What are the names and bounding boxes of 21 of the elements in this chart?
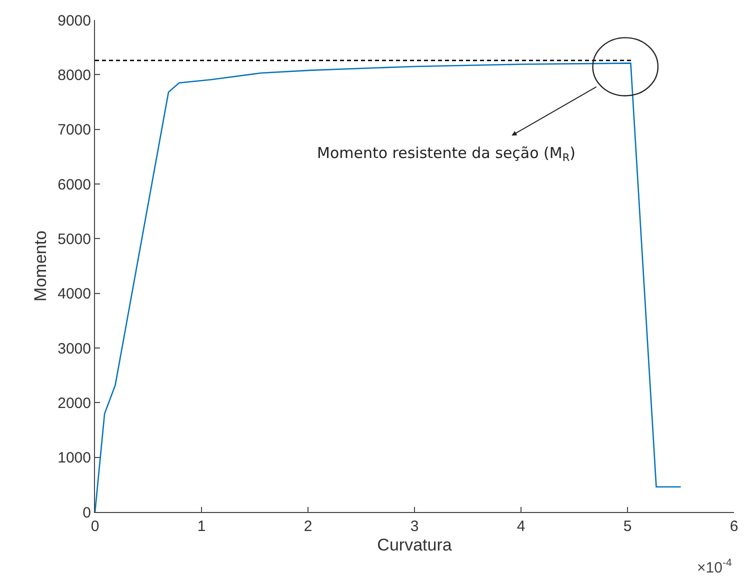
y-tick-label: 7000 — [58, 122, 91, 139]
x-tick-label: 3 — [410, 518, 419, 535]
y-tick-label: 3000 — [58, 340, 91, 358]
x-tick-label: 5 — [623, 518, 632, 535]
y-tick-label: 0 — [82, 504, 91, 522]
y-tick-label: 1000 — [58, 450, 91, 467]
y-axis-title: Momento — [31, 230, 50, 302]
x-tick-label: 6 — [730, 518, 738, 535]
line-series — [95, 62, 682, 512]
x-tick-label: 1 — [197, 518, 206, 535]
text: ×10$^{-4}$ — [697, 557, 732, 576]
y-tick-label: 2000 — [58, 394, 91, 412]
y-tick-label: 9000 — [58, 12, 91, 30]
x-tick-label: 4 — [516, 518, 526, 535]
y-tick-label: 5000 — [58, 230, 91, 248]
x-tick-label: 2 — [304, 518, 312, 535]
x-axis-title: Curvatura — [377, 535, 452, 554]
annotation: Momento resistente da seção (M$_{R}$) — [317, 144, 576, 164]
y-tick-label: 6000 — [58, 176, 91, 194]
y-tick-label: 8000 — [58, 66, 91, 84]
y-tick-label: 4000 — [58, 286, 91, 303]
